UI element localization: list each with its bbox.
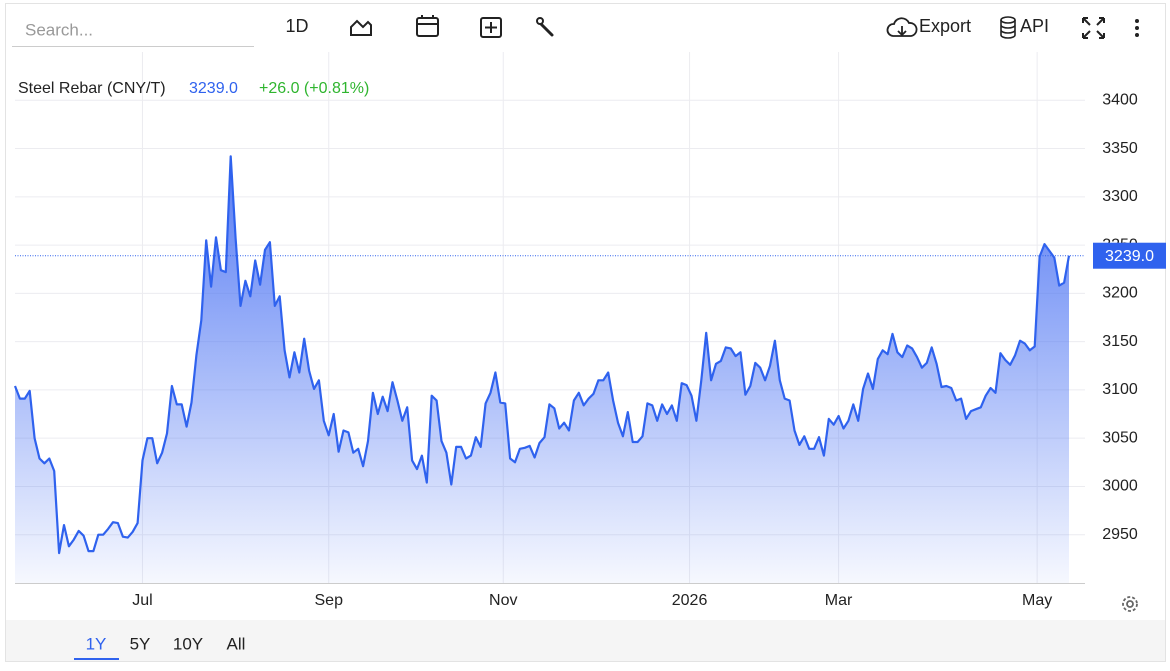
compare-icon[interactable] (480, 17, 502, 38)
range-button[interactable]: 10Y (173, 634, 203, 653)
last-value-tag (1093, 242, 1166, 269)
y-tick-label: 3300 (1102, 188, 1138, 205)
range-button[interactable]: 1Y (86, 634, 107, 653)
search-box[interactable]: Search... (25, 20, 93, 39)
change: +26.0 (+0.81%) (259, 80, 369, 97)
range-bar (6, 620, 1165, 661)
line (13, 155, 1071, 555)
fullscreen-icon[interactable] (1082, 17, 1105, 39)
last-value: 3239.0 (189, 80, 238, 97)
x-tick-label: Nov (489, 592, 517, 609)
range-button[interactable]: All (227, 634, 246, 653)
x-tick-label: May (1022, 592, 1052, 609)
export-icon[interactable] (886, 17, 918, 37)
settings-icon[interactable] (1122, 596, 1138, 612)
tools-icon[interactable] (536, 17, 554, 37)
y-tick-label: 3050 (1102, 429, 1138, 446)
x-tick-label: Mar (825, 592, 853, 609)
x-tick-label: 2026 (672, 592, 708, 609)
x-tick-label: Sep (315, 592, 344, 609)
y-tick-label: 3350 (1102, 140, 1138, 157)
menu-icon[interactable] (1135, 19, 1139, 37)
area (15, 156, 1069, 584)
range-selected-underline (74, 658, 119, 660)
interval-button[interactable]: 1D (285, 16, 308, 36)
chart-type-icon[interactable] (350, 19, 372, 36)
y-tick-label: 3100 (1102, 381, 1138, 398)
y-tick-label: 3400 (1102, 91, 1138, 108)
y-tick-label: 3000 (1102, 478, 1138, 495)
range-button[interactable]: 5Y (130, 634, 151, 653)
x-tick-label: Jul (132, 592, 152, 609)
calendar-icon[interactable] (416, 15, 439, 37)
y-tick-label: 3200 (1102, 285, 1138, 302)
chart-title: Steel Rebar (CNY/T) (18, 80, 166, 97)
plot: 3239.0 (13, 155, 1166, 584)
api-icon[interactable] (1000, 16, 1016, 39)
last-value-tag-label: 3239.0 (1105, 248, 1154, 265)
y-tick-label: 2950 (1102, 526, 1138, 543)
range-buttons: 1Y 5Y 10Y All (74, 634, 245, 660)
y-tick-label: 3150 (1102, 333, 1138, 350)
export-button[interactable]: Export (919, 16, 971, 36)
api-button[interactable]: API (1020, 16, 1049, 36)
